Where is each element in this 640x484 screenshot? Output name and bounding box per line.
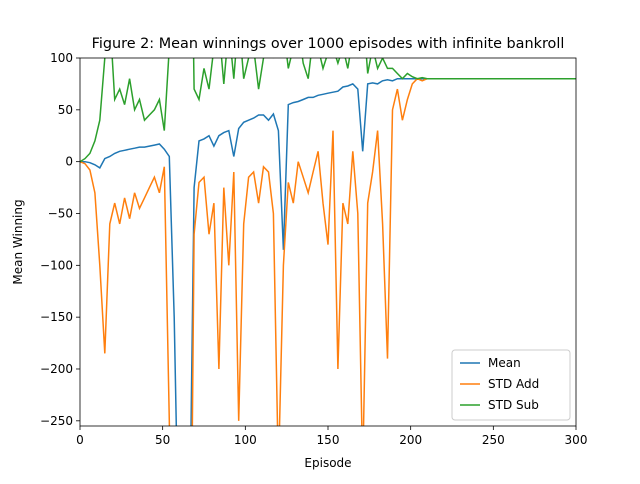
- y-tick-label: −150: [40, 310, 73, 324]
- y-tick-label: 50: [58, 103, 73, 117]
- x-tick-label: 300: [565, 433, 588, 447]
- x-axis-label: Episode: [304, 456, 351, 470]
- y-tick-label: −50: [48, 206, 73, 220]
- y-tick-label: −100: [40, 258, 73, 272]
- line-series: [80, 77, 576, 426]
- y-axis-label: Mean Winning: [11, 199, 25, 284]
- x-tick-label: 50: [155, 433, 170, 447]
- line-series: [80, 77, 576, 426]
- legend-label: STD Add: [488, 377, 539, 391]
- y-tick-label: 100: [50, 51, 73, 65]
- x-tick-label: 150: [317, 433, 340, 447]
- legend-box: [451, 349, 571, 421]
- legend-label: Mean: [488, 356, 521, 370]
- line-series: [80, 58, 576, 163]
- y-tick-label: −250: [40, 414, 73, 428]
- x-tick-label: 100: [234, 433, 257, 447]
- x-tick-label: 200: [399, 433, 422, 447]
- y-tick-label: −200: [40, 362, 73, 376]
- x-tick-label: 250: [482, 433, 505, 447]
- chart-title: Figure 2: Mean winnings over 1000 episod…: [92, 36, 565, 52]
- legend-label: STD Sub: [488, 398, 539, 412]
- plot-area: [80, 58, 576, 426]
- x-tick-label: 0: [76, 433, 84, 447]
- y-tick-label: 0: [65, 155, 73, 169]
